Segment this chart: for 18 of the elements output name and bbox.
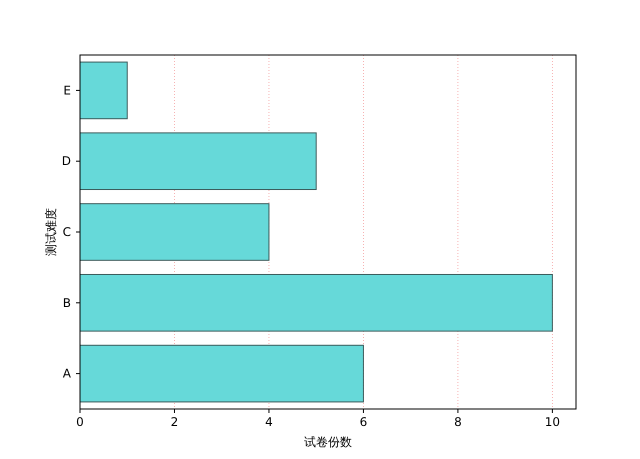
bar <box>80 132 317 190</box>
x-tick-label: 6 <box>360 415 368 429</box>
bar <box>80 62 128 120</box>
y-tick-label: E <box>63 83 71 98</box>
bar <box>80 274 553 332</box>
x-tick-label: 2 <box>170 415 178 429</box>
y-tick-label: A <box>62 366 72 381</box>
x-tick-label: 0 <box>76 415 84 429</box>
y-tick-label: B <box>62 296 71 310</box>
bar <box>80 344 364 402</box>
x-axis-title: 试卷份数 <box>304 435 352 449</box>
x-tick-label: 8 <box>454 415 462 429</box>
x-tick-label: 4 <box>265 415 273 429</box>
y-tick-label: D <box>62 154 71 168</box>
bar <box>80 203 270 261</box>
x-tick-label: 10 <box>544 415 560 429</box>
y-axis-title: 测试难度 <box>44 208 58 256</box>
y-tick-label: C <box>62 225 71 239</box>
